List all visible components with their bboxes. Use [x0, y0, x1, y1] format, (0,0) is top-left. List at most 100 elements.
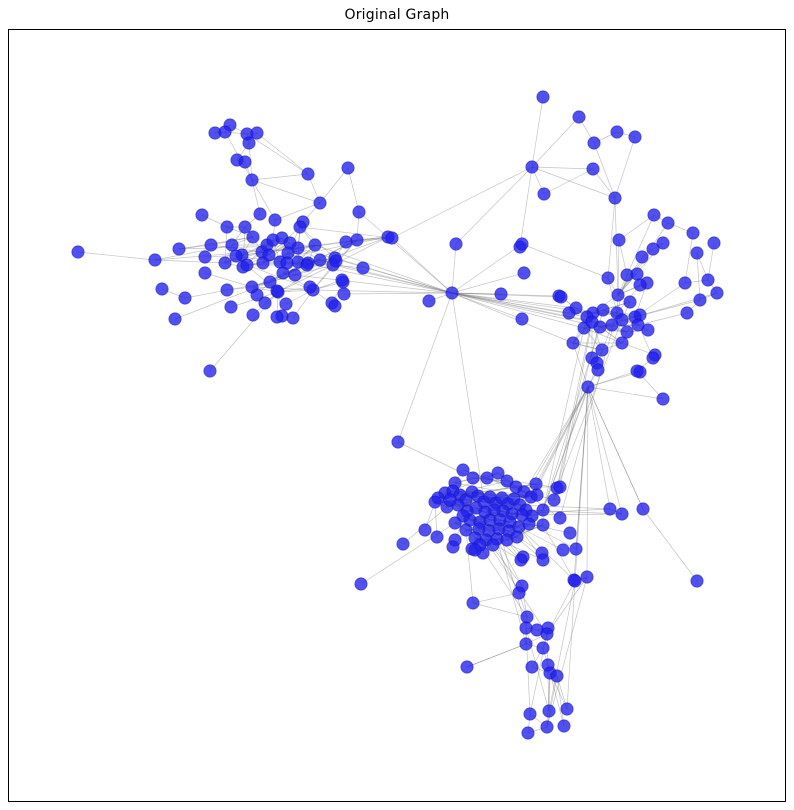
graph-node [308, 238, 322, 252]
graph-edge [299, 226, 393, 239]
graph-node [596, 303, 610, 317]
graph-edge [559, 321, 593, 488]
graph-edge [256, 132, 309, 175]
graph-edge [684, 232, 694, 284]
graph-node [480, 471, 494, 485]
graph-node [591, 363, 605, 377]
graph-edge [251, 179, 321, 204]
graph-edge [587, 386, 664, 400]
graph-edge [556, 319, 623, 489]
graph-node [341, 161, 355, 175]
graph-node [563, 526, 577, 540]
graph-node [238, 155, 252, 169]
graph-node [610, 125, 624, 139]
graph-edge [451, 292, 577, 309]
graph-node [587, 136, 601, 150]
graph-node [554, 290, 568, 304]
graph-edge [521, 243, 609, 279]
graph-edge [549, 672, 565, 727]
graph-node [71, 245, 85, 259]
graph-node [486, 538, 500, 552]
graph-node [661, 216, 675, 230]
graph-node [313, 196, 327, 210]
graph-edge [553, 309, 604, 501]
graph-node [428, 495, 442, 509]
graph-node [494, 287, 508, 301]
graph-edge [528, 523, 577, 550]
graph-node [459, 523, 473, 537]
graph-edge [319, 259, 453, 294]
graph-node [270, 284, 284, 298]
graph-edge [530, 386, 589, 498]
graph-node [630, 267, 644, 281]
graph-node [635, 250, 649, 264]
graph-node [510, 530, 524, 544]
graph-node [253, 207, 267, 221]
graph-node [519, 637, 533, 651]
graph-node [678, 276, 692, 290]
graph-node [300, 258, 314, 272]
graph-node [220, 283, 234, 297]
graph-edge [451, 292, 502, 295]
graph-node [288, 268, 302, 282]
graph-node [466, 471, 480, 485]
graph-node [280, 256, 294, 270]
graph-node [391, 435, 405, 449]
graph-node [396, 537, 410, 551]
graph-edge [587, 386, 644, 510]
graph-node [460, 660, 474, 674]
graph-node [690, 246, 704, 260]
graph-node [701, 273, 715, 287]
graph-edge [274, 202, 321, 221]
graph-edge [343, 292, 453, 295]
graph-node [448, 516, 462, 530]
graph-edge [543, 168, 594, 195]
graph-node [225, 238, 239, 252]
graph-node [350, 233, 364, 247]
graph-node [515, 312, 529, 326]
graph-node [553, 511, 567, 525]
graph-edge [347, 167, 360, 213]
graph-edge [466, 643, 527, 668]
graph-edge [154, 244, 233, 261]
graph-node [385, 231, 399, 245]
graph-node [710, 286, 724, 300]
plot-border [8, 29, 786, 802]
graph-node [522, 517, 536, 531]
graph-edge [455, 166, 533, 245]
graph-edge [319, 167, 349, 204]
graph-node [356, 261, 370, 275]
graph-node [540, 627, 554, 641]
graph-node [250, 126, 264, 140]
graph-edge [696, 252, 701, 301]
graph-edge [546, 675, 558, 728]
graph-node [263, 275, 277, 289]
graph-edge [312, 289, 453, 294]
graph-node [536, 503, 550, 517]
graph-node [580, 570, 594, 584]
graph-edge [548, 580, 576, 712]
graph-node [240, 258, 254, 272]
graph-edge [397, 292, 453, 443]
graph-edge [451, 292, 574, 344]
graph-edge [546, 576, 588, 635]
graph-edge [523, 386, 589, 493]
graph-edge [154, 259, 226, 264]
graph-edge [607, 197, 616, 279]
graph-node [514, 553, 528, 567]
graph-node [686, 226, 700, 240]
graph-node [680, 306, 694, 320]
graph-node [586, 162, 600, 176]
graph-edge [154, 247, 299, 261]
graph-node [155, 282, 169, 296]
graph-node [525, 160, 539, 174]
graph-edge [575, 386, 589, 550]
graph-edge [587, 386, 623, 515]
graph-node [536, 518, 550, 532]
graph-node [520, 610, 534, 624]
graph-node [242, 136, 256, 150]
graph-node [218, 256, 232, 270]
graph-edge [519, 166, 533, 248]
graph-edge [451, 292, 523, 320]
graph-edge [583, 327, 623, 344]
